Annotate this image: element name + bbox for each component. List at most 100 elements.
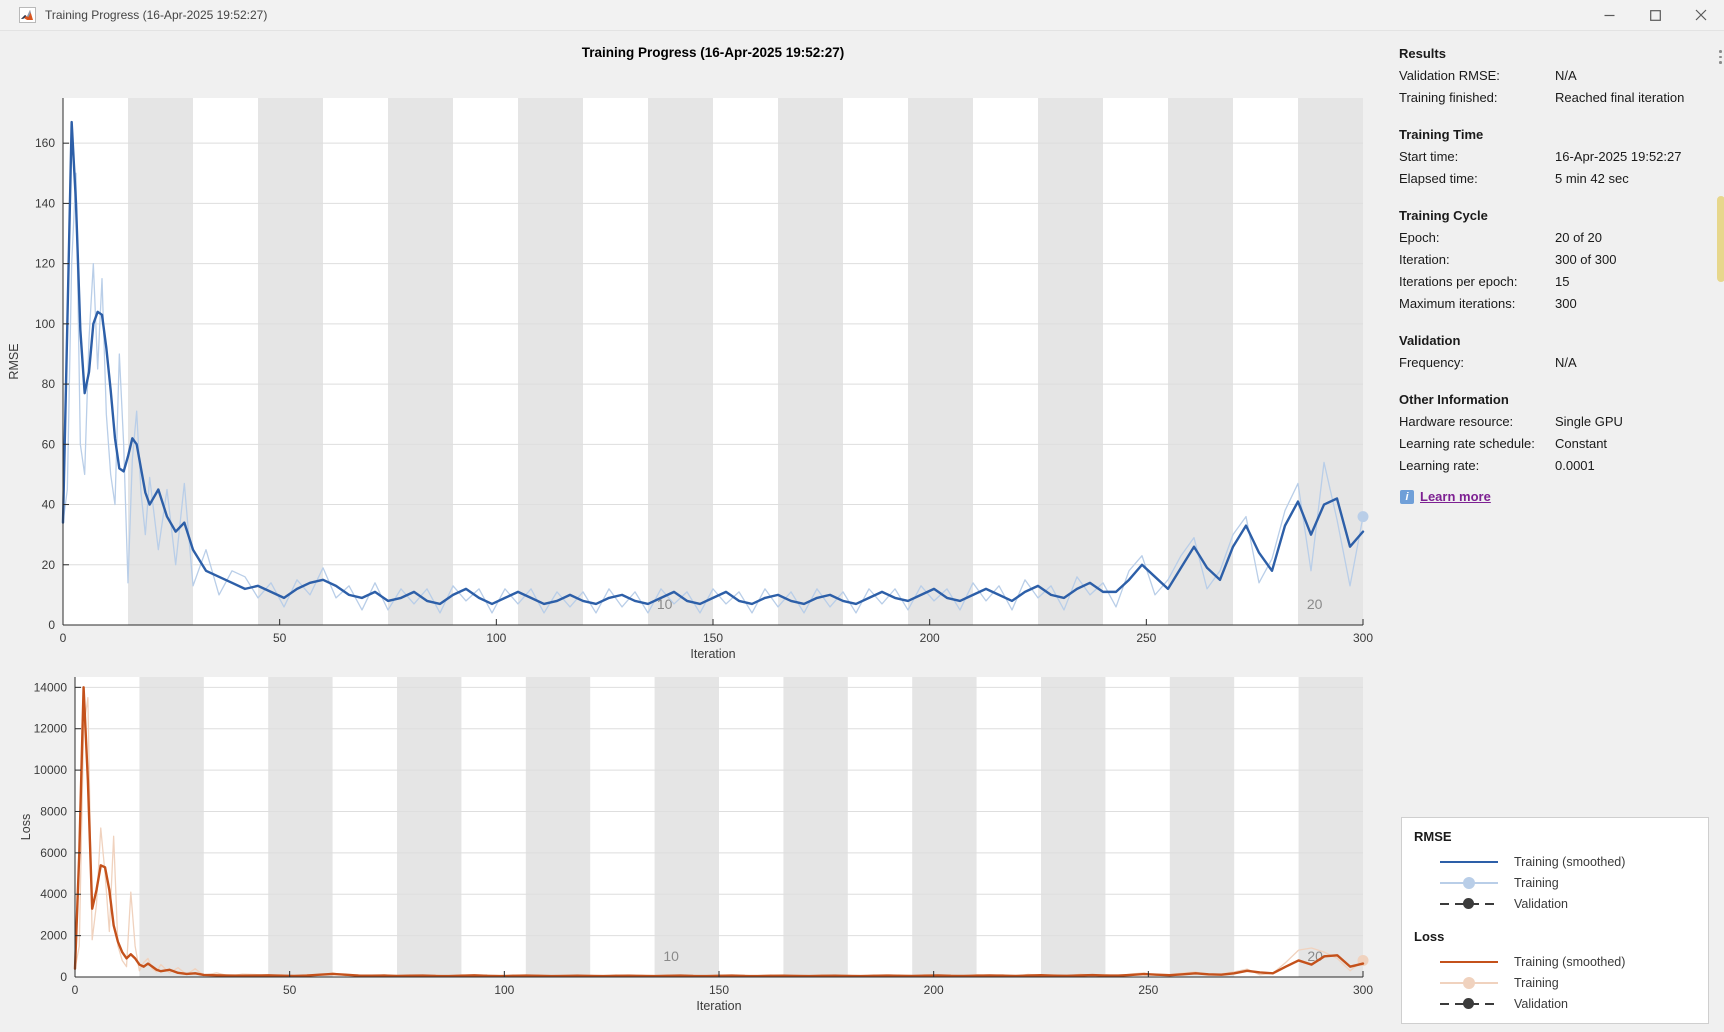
epoch-band — [1168, 98, 1233, 625]
y-tick-label: 12000 — [34, 722, 68, 736]
x-tick-label: 300 — [1353, 631, 1373, 645]
row-value: 20 of 20 — [1555, 230, 1602, 245]
y-tick-label: 160 — [35, 136, 55, 150]
row-value: N/A — [1555, 355, 1577, 370]
info-row: Learning rate: 0.0001 — [1399, 455, 1699, 477]
line-marker-sample-icon — [1440, 876, 1498, 889]
minimize-button[interactable] — [1586, 0, 1632, 30]
series-training-smoothed- — [61, 120, 1365, 606]
window-controls — [1586, 0, 1724, 30]
epoch-band — [525, 677, 591, 977]
y-tick-label: 20 — [42, 558, 56, 572]
info-row: Epoch: 20 of 20 — [1399, 227, 1699, 249]
x-tick-label: 200 — [920, 631, 940, 645]
info-row: Validation RMSE: N/A — [1399, 65, 1699, 87]
y-tick-label: 10000 — [34, 763, 68, 777]
row-value: Single GPU — [1555, 414, 1623, 429]
chart-legend: RMSE Training (smoothed) Training Valida… — [1401, 817, 1709, 1024]
y-tick-label: 60 — [42, 437, 56, 451]
x-tick-label: 50 — [273, 631, 287, 645]
y-tick-label: 100 — [35, 317, 55, 331]
row-label: Epoch: — [1399, 230, 1440, 245]
info-icon: i — [1400, 489, 1414, 504]
loss-chart: 10 200 50 100 150 200 250 300020004000600080001… — [19, 677, 1373, 1013]
validation-section: Validation Frequency: N/A — [1399, 330, 1699, 374]
legend-item: Validation — [1414, 893, 1696, 914]
info-row: Frequency: N/A — [1399, 352, 1699, 374]
y-tick-label: 0 — [60, 970, 67, 984]
close-button[interactable] — [1678, 0, 1724, 30]
epoch-band — [1169, 677, 1235, 977]
epoch-band — [1298, 677, 1363, 977]
learn-more-link[interactable]: Learn more — [1420, 489, 1491, 504]
y-tick-label: 40 — [42, 498, 56, 512]
training-info-panel: Results Validation RMSE: N/A Training fin… — [1399, 43, 1699, 492]
window-title: Training Progress (16-Apr-2025 19:52:27) — [45, 8, 268, 22]
epoch-band — [128, 98, 193, 625]
x-tick-label: 300 — [1353, 983, 1373, 997]
learn-more-row: i Learn more — [1400, 489, 1491, 504]
legend-item: Training (smoothed) — [1414, 951, 1696, 972]
training-cycle-section: Training Cycle Epoch: 20 of 20 Iteration:… — [1399, 205, 1699, 315]
epoch-band — [778, 98, 843, 625]
epoch-band — [397, 677, 462, 977]
minimize-icon — [1604, 14, 1614, 16]
row-value: 0.0001 — [1555, 458, 1595, 473]
x-tick-label: 250 — [1138, 983, 1158, 997]
epoch-band — [912, 677, 977, 977]
row-value: Constant — [1555, 436, 1608, 451]
info-row: Start time: 16-Apr-2025 19:52:27 — [1399, 146, 1699, 168]
legend-item: Training — [1414, 872, 1696, 893]
epoch-band — [908, 98, 973, 625]
y-tick-label: 2000 — [40, 929, 67, 943]
info-row: Iterations per epoch: 15 — [1399, 271, 1699, 293]
x-axis-label: Iteration — [690, 647, 735, 661]
x-tick-label: 0 — [60, 631, 67, 645]
info-row: Iteration: 300 of 300 — [1399, 249, 1699, 271]
y-tick-label: 14000 — [34, 680, 68, 694]
panel-drag-handle[interactable] — [1719, 50, 1722, 67]
row-value: 300 of 300 — [1555, 252, 1617, 267]
maximize-icon — [1649, 9, 1661, 21]
y-axis-label: Loss — [19, 814, 33, 840]
row-value: 5 min 42 sec — [1555, 171, 1629, 186]
epoch-band — [783, 677, 848, 977]
row-label: Iteration: — [1399, 252, 1450, 267]
x-tick-label: 150 — [703, 631, 723, 645]
y-tick-label: 0 — [48, 618, 55, 632]
epoch-band — [139, 677, 204, 977]
row-value: 16-Apr-2025 19:52:27 — [1555, 149, 1682, 164]
legend-group-title: Loss — [1414, 929, 1445, 944]
legend-group-title: RMSE — [1414, 829, 1452, 844]
row-label: Iterations per epoch: — [1399, 274, 1518, 289]
section-title: Training Time — [1399, 127, 1484, 142]
dashed-marker-sample-icon — [1440, 998, 1498, 1010]
epoch-band — [388, 98, 453, 625]
info-row: Hardware resource: Single GPU — [1399, 411, 1699, 433]
epoch-label: 20 — [1307, 596, 1323, 612]
epoch-label: 10 — [663, 948, 679, 964]
matlab-app-icon — [19, 7, 36, 23]
info-row: Learning rate schedule: Constant — [1399, 433, 1699, 455]
epoch-band — [268, 677, 333, 977]
x-tick-label: 150 — [709, 983, 729, 997]
legend-item: Training — [1414, 972, 1696, 993]
row-label: Validation RMSE: — [1399, 68, 1500, 83]
final-iteration-marker — [1357, 511, 1369, 523]
line-sample-icon — [1440, 956, 1498, 968]
x-tick-label: 250 — [1136, 631, 1156, 645]
other-information-section: Other Information Hardware resource: Sing… — [1399, 389, 1699, 477]
row-label: Hardware resource: — [1399, 414, 1514, 429]
section-title: Validation — [1399, 333, 1461, 348]
training-time-section: Training Time Start time: 16-Apr-2025 19:… — [1399, 124, 1699, 190]
scrollbar-thumb[interactable] — [1717, 196, 1724, 282]
series-training-smoothed- — [73, 686, 1365, 978]
y-tick-label: 8000 — [40, 804, 67, 818]
x-axis-label: Iteration — [696, 999, 741, 1013]
row-label: Elapsed time: — [1399, 171, 1478, 186]
info-row: Elapsed time: 5 min 42 sec — [1399, 168, 1699, 190]
y-tick-label: 120 — [35, 257, 55, 271]
maximize-button[interactable] — [1632, 0, 1678, 30]
y-tick-label: 6000 — [40, 846, 67, 860]
